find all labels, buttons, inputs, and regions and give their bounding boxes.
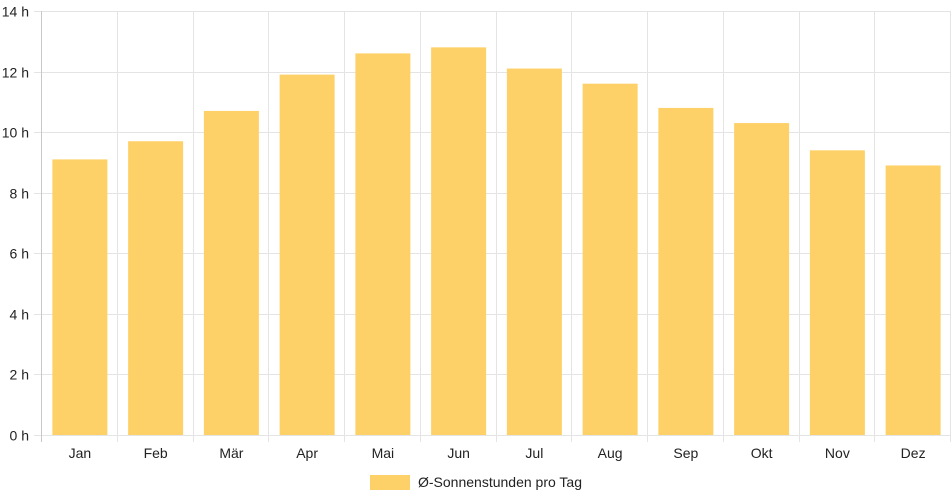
y-tick-label: 12 h (2, 65, 29, 81)
legend-label: Ø-Sonnenstunden pro Tag (418, 474, 582, 490)
bar[interactable] (658, 107, 714, 436)
bar[interactable] (52, 159, 108, 435)
y-tick-label: 2 h (10, 367, 29, 383)
x-tick-label: Okt (751, 445, 773, 461)
legend-swatch (370, 475, 410, 490)
grid (34, 11, 951, 442)
x-tick-label: Jan (69, 445, 92, 461)
bar[interactable] (355, 53, 411, 436)
x-tick-label: Jun (447, 445, 470, 461)
y-tick-label: 8 h (10, 186, 29, 202)
y-tick-label: 4 h (10, 307, 29, 323)
bar[interactable] (506, 68, 562, 436)
bar[interactable] (203, 110, 259, 435)
x-tick-label: Mär (219, 445, 243, 461)
x-axis: Jan Feb Mär Apr Mai Jun Jul Aug Sep Okt Nov Dez (69, 445, 926, 461)
x-tick-label: Aug (598, 445, 623, 461)
y-tick-label: 10 h (2, 125, 29, 141)
bar[interactable] (582, 83, 638, 435)
y-axis: 0 h 2 h 4 h 6 h 8 h 10 h 12 h 14 h (2, 4, 29, 444)
x-tick-label: Jul (525, 445, 543, 461)
bar[interactable] (431, 47, 487, 435)
x-tick-label: Nov (825, 445, 850, 461)
bars (52, 47, 941, 436)
x-tick-label: Mai (372, 445, 395, 461)
legend[interactable]: Ø-Sonnenstunden pro Tag (370, 474, 582, 490)
y-tick-label: 6 h (10, 246, 29, 262)
bar[interactable] (809, 150, 865, 436)
y-tick-label: 0 h (10, 428, 29, 444)
x-tick-label: Sep (673, 445, 698, 461)
bar[interactable] (128, 141, 184, 435)
x-tick-label: Apr (296, 445, 318, 461)
x-tick-label: Feb (144, 445, 168, 461)
bar[interactable] (734, 123, 790, 436)
bar[interactable] (279, 74, 335, 435)
x-tick-label: Dez (901, 445, 926, 461)
y-tick-label: 14 h (2, 4, 29, 20)
bar[interactable] (885, 165, 941, 435)
